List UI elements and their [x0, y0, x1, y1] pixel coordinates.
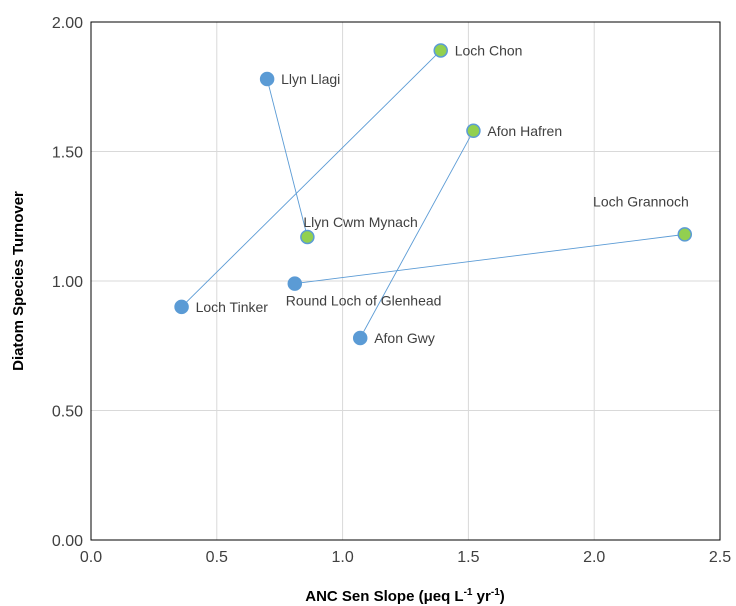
x-tick-label: 2.5 [709, 549, 731, 566]
data-point [287, 276, 303, 291]
y-tick-label: 0.50 [52, 404, 83, 421]
data-point [677, 227, 693, 242]
data-point [174, 299, 189, 315]
point-label: Llyn Cwm Mynach [303, 214, 417, 230]
data-point [433, 43, 448, 58]
connector-line [294, 233, 685, 285]
x-axis-title-sup2: -1 [491, 587, 500, 598]
x-axis-title-main: ANC Sen Slope (μeq L [305, 588, 463, 605]
point-label: Afon Gwy [374, 330, 435, 346]
x-tick-label: 1.0 [331, 549, 353, 566]
y-axis-title: Diatom Species Turnover [10, 191, 27, 371]
plot-area-frame [90, 21, 721, 541]
point-label: Loch Tinker [196, 299, 269, 315]
data-points [174, 43, 693, 346]
point-label: Llyn Llagi [281, 71, 340, 87]
y-tick-label: 1.00 [52, 274, 83, 291]
point-label: Afon Hafren [487, 123, 562, 139]
connector-lines [181, 50, 685, 339]
axis-ticks: 0.0 0.5 1.0 1.5 2.0 2.5 0.00 0.50 1.00 1.50 2.00 [52, 15, 731, 566]
y-tick-label: 2.00 [52, 15, 83, 32]
data-point [466, 123, 481, 139]
data-point [300, 229, 315, 245]
x-tick-label: 2.0 [583, 549, 605, 566]
data-point [352, 330, 368, 346]
y-tick-label: 1.50 [52, 145, 83, 162]
x-tick-label: 0.0 [80, 549, 102, 566]
gridlines [91, 22, 720, 540]
y-tick-label: 0.00 [52, 533, 83, 550]
connector-line [359, 130, 474, 339]
point-label: Loch Chon [455, 42, 523, 58]
x-tick-label: 1.5 [457, 549, 479, 566]
x-tick-label: 0.5 [206, 549, 228, 566]
point-labels: Llyn Llagi Llyn Cwm Mynach Loch Tinker Loch… [196, 42, 689, 345]
x-axis-title: ANC Sen Slope (μeq L-1 yr-1) [305, 587, 505, 605]
x-axis-title-end: ) [500, 588, 505, 605]
connector-line [181, 50, 442, 308]
point-label: Loch Grannoch [593, 193, 689, 209]
connector-line [266, 78, 308, 238]
x-axis-title-sup1: -1 [464, 587, 473, 598]
point-label: Round Loch of Glenhead [286, 293, 442, 309]
x-axis-title-mid: yr [473, 588, 492, 605]
data-point [259, 71, 275, 87]
